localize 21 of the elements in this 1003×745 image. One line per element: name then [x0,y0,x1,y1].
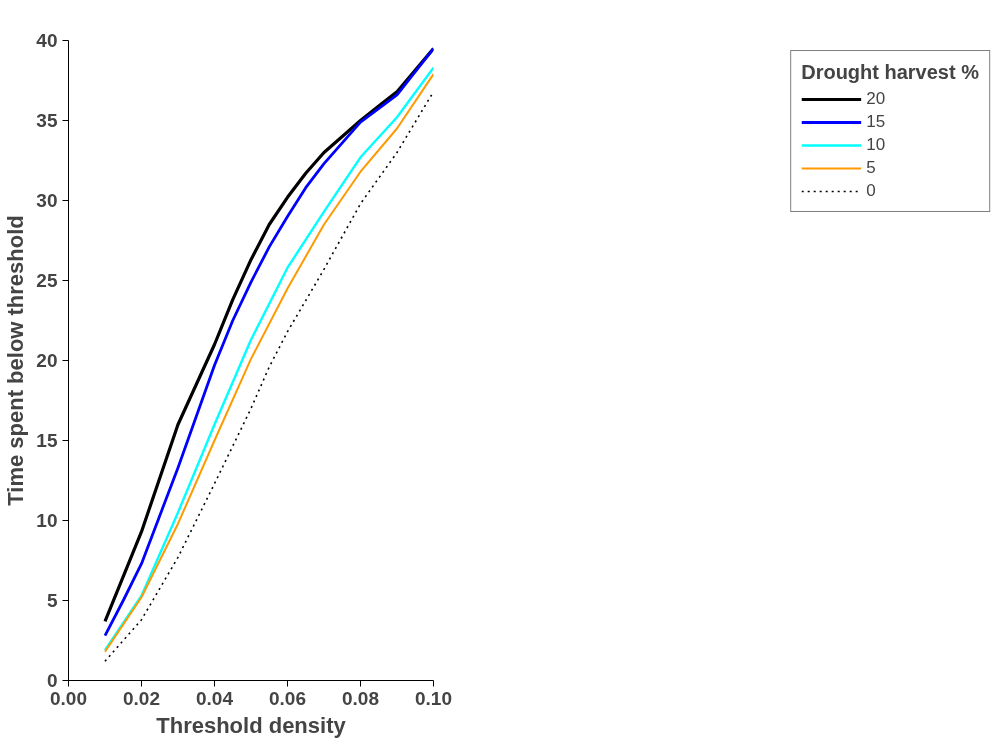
y-tick-label: 25 [36,270,58,291]
x-tick-label: 0.10 [415,687,452,709]
x-tick-label: 0.02 [123,687,160,709]
legend-label: 15 [866,112,887,132]
legend-label: 10 [866,135,887,155]
legend-title: Drought harvest % [801,61,979,84]
x-tick-label: 0.06 [269,687,306,709]
y-tick-label: 35 [36,110,58,131]
legend-label: 5 [866,158,877,178]
y-tick-label: 10 [36,510,58,531]
legend-label: 0 [866,181,877,201]
legend-label: 20 [866,89,887,109]
x-tick-label: 0.04 [196,687,234,709]
y-tick-label: 40 [36,30,58,51]
y-tick-label: 30 [36,190,58,211]
y-axis-title: Time spent below threshold [3,215,29,506]
y-tick-label: 20 [36,350,58,371]
x-axis-title: Threshold density [156,712,347,738]
y-tick-label: 15 [36,430,58,451]
y-tick-label: 5 [46,590,58,611]
x-tick-label: 0.08 [342,687,379,709]
